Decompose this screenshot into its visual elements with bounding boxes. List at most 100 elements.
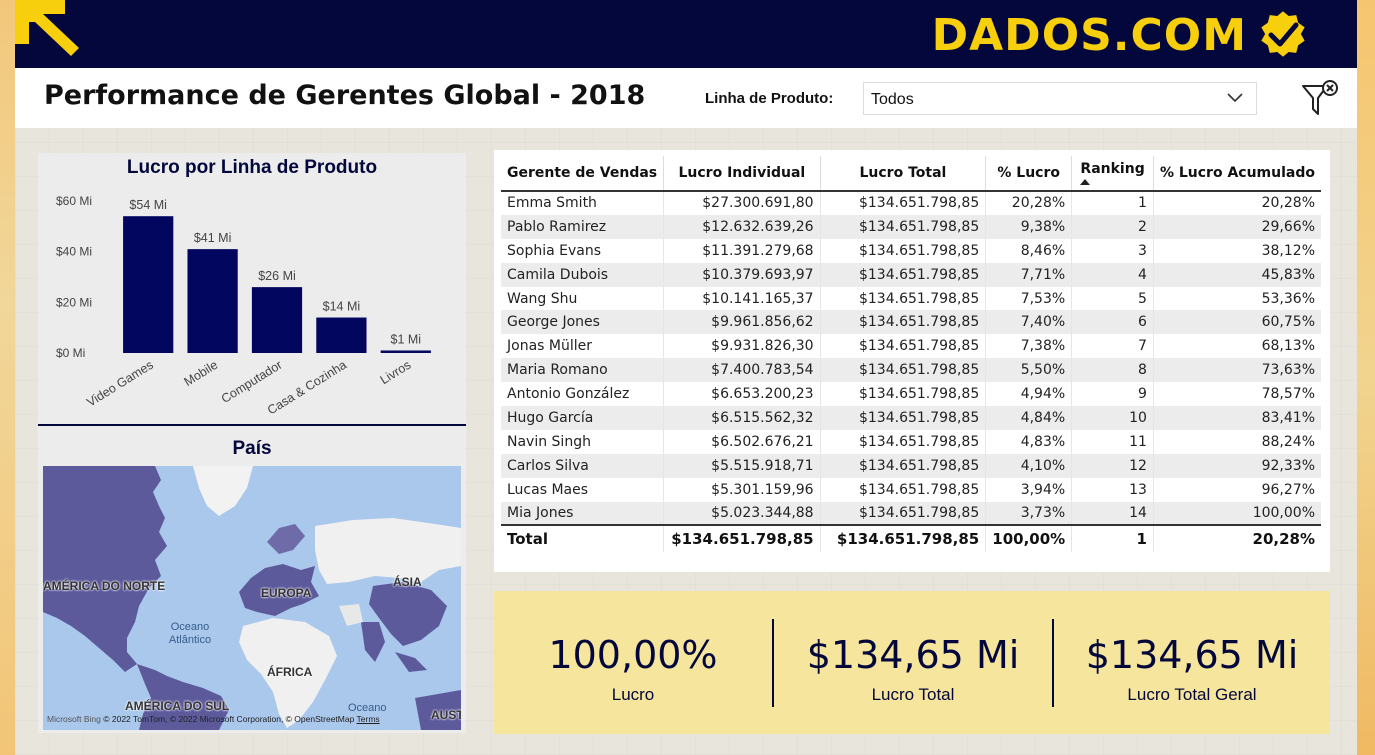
cell-cumulative-pct: 20,28% xyxy=(1261,195,1315,212)
table-row[interactable]: Wang Shu $10.141.165,37 $134.651.798,85 7,5… xyxy=(501,286,1321,311)
clear-filter-icon[interactable] xyxy=(1300,78,1340,120)
table-row[interactable]: Antonio González $6.653.200,23 $134.651.79… xyxy=(501,382,1321,407)
table-row[interactable]: Sophia Evans $11.391.279,68 $134.651.798,8… xyxy=(501,238,1321,263)
cell-total-profit: $134.651.798,85 xyxy=(820,429,987,454)
top-banner: DADOS.COM xyxy=(15,0,1357,68)
australia-shape xyxy=(415,690,461,730)
map-label-asia: ÁSIA xyxy=(393,575,422,589)
cell-profit-pct: 7,38% xyxy=(985,334,1073,359)
kpi-lucro-total-geral-label: Lucro Total Geral xyxy=(1127,685,1257,704)
table-row[interactable]: Mia Jones $5.023.344,88 $134.651.798,85 3,7… xyxy=(501,501,1321,526)
cell-manager-name: Jonas Müller xyxy=(501,334,665,359)
map-credits: Microsoft Bing © 2022 TomTom, © 2022 Mic… xyxy=(47,714,380,724)
dropdown-value: Todos xyxy=(871,91,914,108)
cell-manager-name: Mia Jones xyxy=(501,501,665,526)
cell-ranking: 7 xyxy=(1071,334,1154,359)
cell-total-profit: $134.651.798,85 xyxy=(820,238,987,263)
kpi-panel: 100,00% Lucro $134,65 Mi Lucro Total $13… xyxy=(494,591,1330,734)
cell-cumulative-pct: 83,41% xyxy=(1153,406,1321,430)
table-row[interactable]: Navin Singh $6.502.676,21 $134.651.798,85 4… xyxy=(501,429,1321,454)
bar-chart: $0 Mi $20 Mi $40 Mi $60 Mi $54 Mi Video Games… xyxy=(56,194,431,417)
cell-ranking: 12 xyxy=(1071,453,1154,478)
cell-individual-profit: $7.400.783,54 xyxy=(663,358,821,383)
cell-ranking: 13 xyxy=(1071,477,1154,502)
col-header-manager[interactable]: Gerente de Vendas xyxy=(501,156,665,192)
cell-profit-pct: 4,83% xyxy=(985,429,1073,454)
filter-label: Linha de Produto: xyxy=(705,90,834,107)
india-shape xyxy=(361,622,385,662)
cell-total-profit: $134.651.798,85 xyxy=(820,310,987,335)
cell-manager-name: Maria Romano xyxy=(501,358,665,383)
cell-individual-profit: $10.141.165,37 xyxy=(663,286,821,311)
cell-ranking: 5 xyxy=(1071,286,1154,311)
page-title: Performance de Gerentes Global - 2018 xyxy=(44,80,646,111)
table-row[interactable]: Emma Smith $27.300.691,80 $134.651.798,85 2… xyxy=(501,191,1321,215)
x-tick-label: Livros xyxy=(378,358,414,388)
cell-individual-profit: $10.379.693,97 xyxy=(663,262,821,287)
kpi-lucro-label: Lucro xyxy=(611,685,655,704)
cell-manager-name: Lucas Maes xyxy=(501,477,665,502)
cell-total-profit: $134.651.798,85 xyxy=(820,262,987,287)
table-total-row: Total $134.651.798,85 $134.651.798,85 10… xyxy=(501,524,1321,553)
table-row[interactable]: Maria Romano $7.400.783,54 $134.651.798,85… xyxy=(501,358,1321,383)
col-header-pct[interactable]: % Lucro xyxy=(985,156,1073,192)
cell-total-profit: $134.651.798,85 xyxy=(820,382,987,407)
table-row[interactable]: Carlos Silva $5.515.918,71 $134.651.798,85… xyxy=(501,453,1321,478)
arrow-logo-icon xyxy=(15,0,79,56)
col-header-individual[interactable]: Lucro Individual xyxy=(663,156,821,192)
map-label-atlantic: Oceano Atlântico xyxy=(168,621,212,646)
cell-profit-pct: 4,10% xyxy=(985,453,1073,478)
cell-total-profit: $134.651.798,85 xyxy=(820,214,987,239)
cell-individual-profit: $6.653.200,23 xyxy=(663,382,821,407)
world-map[interactable]: AMÉRICA DO NORTE EUROPA ÁSIA ÁFRICA AMÉR… xyxy=(43,466,461,730)
table-row[interactable]: Hugo García $6.515.562,32 $134.651.798,85 4… xyxy=(501,406,1321,430)
kpi-lucro-total-value: $134,65 Mi xyxy=(806,633,1020,677)
kpi-lucro-total: $134,65 Mi Lucro Total xyxy=(774,591,1052,734)
map-shapes xyxy=(43,466,461,730)
cell-cumulative-pct: 45,83% xyxy=(1153,262,1321,287)
col-header-ranking[interactable]: Ranking xyxy=(1071,156,1154,192)
col-header-cumulative[interactable]: % Lucro Acumulado xyxy=(1153,156,1321,192)
brand-logo-text: DADOS.COM xyxy=(931,10,1247,61)
map-title: País xyxy=(232,438,272,459)
bar-data-label: $26 Mi xyxy=(258,269,296,283)
cell-cumulative-pct: 92,33% xyxy=(1153,453,1321,478)
kpi-lucro-value: 100,00% xyxy=(548,633,718,677)
bar xyxy=(123,216,174,353)
panel-divider xyxy=(38,424,466,426)
map-terms-link[interactable]: Terms xyxy=(356,714,380,724)
cell-individual-profit: $5.301.159,96 xyxy=(663,477,821,502)
cell-ranking: 3 xyxy=(1071,238,1154,263)
cell-manager-name: George Jones xyxy=(501,310,665,335)
cell-profit-pct: 8,46% xyxy=(985,238,1073,263)
cell-total-profit: $134.651.798,85 xyxy=(820,191,987,215)
cell-cumulative-pct: 68,13% xyxy=(1261,338,1315,355)
total-label: Total xyxy=(501,524,665,553)
map-label-ocean: Oceano xyxy=(348,702,387,714)
col-header-total[interactable]: Lucro Total xyxy=(820,156,987,192)
cell-manager-name: Pablo Ramirez xyxy=(501,214,665,239)
table-row[interactable]: Jonas Müller $9.931.826,30 $134.651.798,85… xyxy=(501,334,1321,359)
sort-ascending-icon xyxy=(1080,179,1091,185)
kpi-separator xyxy=(1052,619,1054,707)
managers-table: Gerente de Vendas Lucro Individual Lucro… xyxy=(501,156,1321,553)
table-row[interactable]: George Jones $9.961.856,62 $134.651.798,85… xyxy=(501,310,1321,335)
cell-cumulative-pct: 100,00% xyxy=(1153,501,1321,526)
map-label-europe: EUROPA xyxy=(261,586,312,600)
product-line-dropdown[interactable]: Todos xyxy=(863,82,1257,115)
table-row[interactable]: Pablo Ramirez $12.632.639,26 $134.651.798,… xyxy=(501,214,1321,239)
left-edge-decoration xyxy=(0,0,15,755)
cell-manager-name: Antonio González xyxy=(501,382,665,407)
cell-ranking: 1 xyxy=(1071,191,1154,215)
cell-individual-profit: $5.515.918,71 xyxy=(663,453,821,478)
kpi-separator xyxy=(772,619,774,707)
cell-cumulative-pct: 53,36% xyxy=(1261,290,1315,307)
cell-total-profit: $134.651.798,85 xyxy=(820,477,987,502)
table-row[interactable]: Lucas Maes $5.301.159,96 $134.651.798,85 3,… xyxy=(501,477,1321,502)
cell-cumulative-pct: 73,63% xyxy=(1153,358,1321,383)
right-edge-decoration xyxy=(1357,0,1375,755)
map-label-south-america: AMÉRICA DO SUL xyxy=(125,699,230,713)
cell-manager-name: Wang Shu xyxy=(501,286,665,311)
table-row[interactable]: Camila Dubois $10.379.693,97 $134.651.798,… xyxy=(501,262,1321,287)
title-bar: Performance de Gerentes Global - 2018 Li… xyxy=(15,68,1357,128)
